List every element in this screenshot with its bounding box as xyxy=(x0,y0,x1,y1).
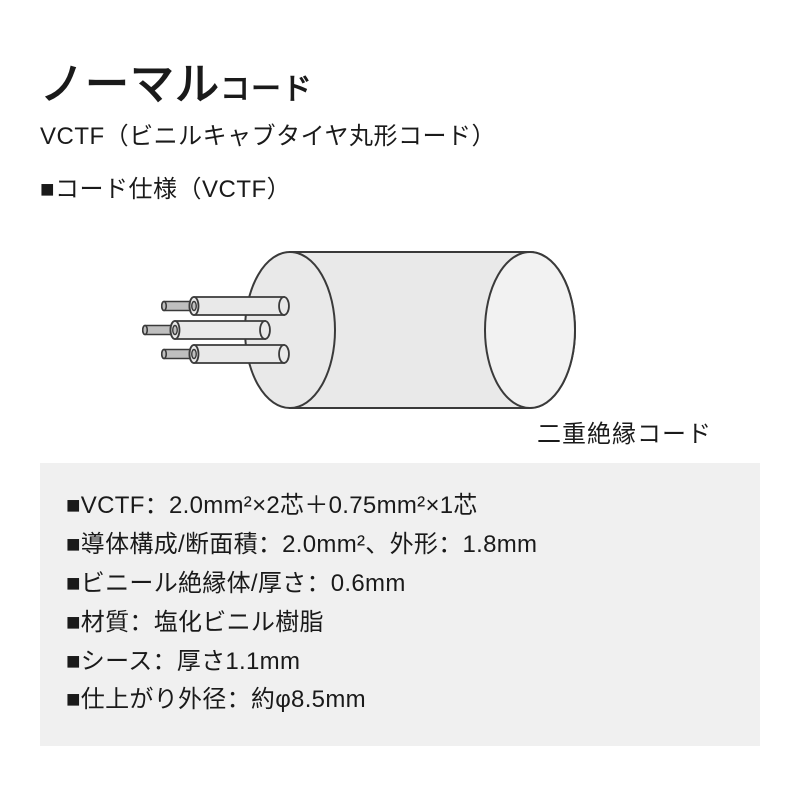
spec-item: ■導体構成/断面積：2.0mm²、外形：1.8mm xyxy=(66,526,734,565)
title-main: ノーマル xyxy=(40,48,220,112)
title-line: ノーマル コード xyxy=(40,48,760,112)
subtitle: VCTF（ビニルキャブタイヤ丸形コード） xyxy=(40,116,760,151)
spec-box: ■VCTF：2.0mm²×2芯＋0.75mm²×1芯■導体構成/断面積：2.0m… xyxy=(40,463,760,746)
spec-item: ■ビニール絶縁体/厚さ：0.6mm xyxy=(66,565,734,604)
cable-svg xyxy=(105,230,585,430)
cable-diagram: 二重絶縁コード xyxy=(40,220,760,455)
cable-label: 二重絶縁コード xyxy=(537,414,712,449)
spec-item: ■シース：厚さ1.1mm xyxy=(66,643,734,682)
title-sub: コード xyxy=(220,64,313,108)
spec-item: ■仕上がり外径：約φ8.5mm xyxy=(66,681,734,720)
spec-heading: ■コード仕様（VCTF） xyxy=(40,169,760,204)
spec-item: ■VCTF：2.0mm²×2芯＋0.75mm²×1芯 xyxy=(66,487,734,526)
spec-item: ■材質：塩化ビニル樹脂 xyxy=(66,604,734,643)
